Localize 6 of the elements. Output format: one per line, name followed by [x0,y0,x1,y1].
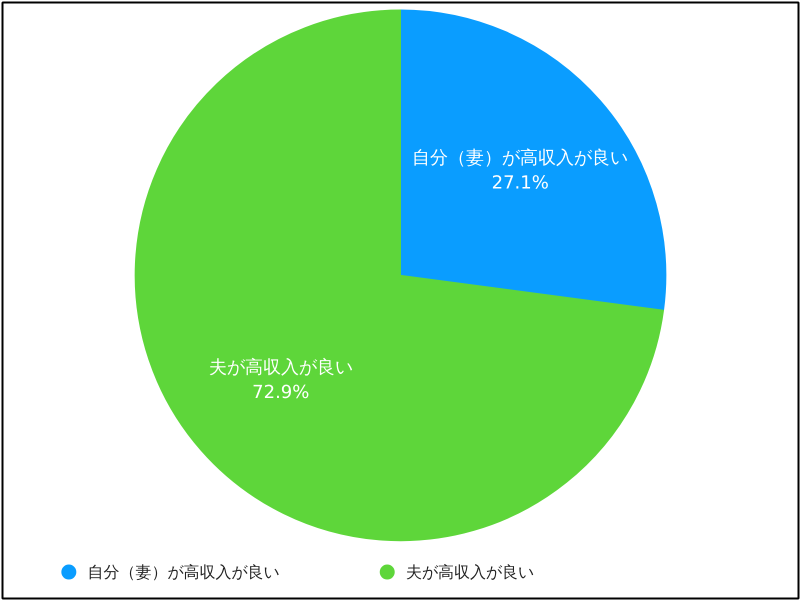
slice-label: 夫が高収入が良い [208,356,353,378]
slice-label: 自分（妻）が高収入が良い [412,148,628,169]
legend-label: 自分（妻）が高収入が良い [87,562,280,582]
data-label: 27.1% [492,172,549,194]
legend-label: 夫が高収入が良い [406,562,534,582]
data-label: 72.9% [252,382,310,404]
